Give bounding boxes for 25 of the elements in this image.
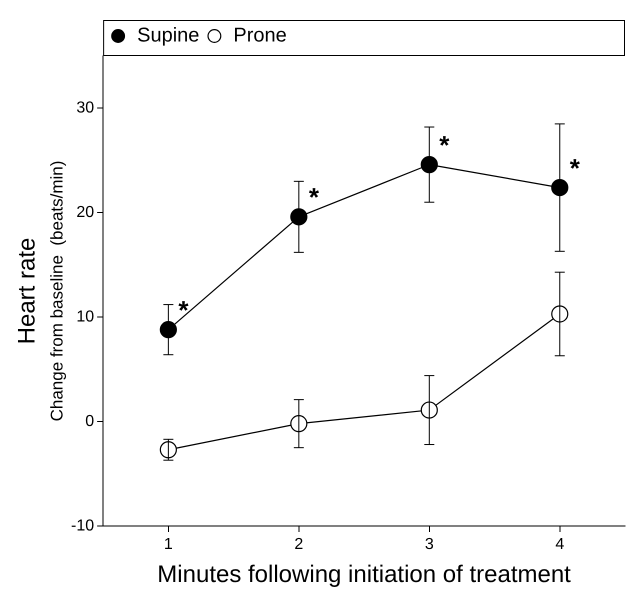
x-tick-label: 3 [424,536,434,554]
x-tick-label: 1 [164,536,173,554]
annotation: * [308,182,320,212]
x-tick-label: 2 [294,536,304,554]
x-tick-label: 4 [555,536,564,554]
point [551,179,568,196]
point [420,401,438,419]
y-tick-label: 20 [76,204,94,222]
x-axis-title: Minutes following initiation of treatment [157,561,572,588]
y-tick-label: 0 [85,412,94,430]
annotation: * [570,152,581,183]
point [551,305,568,323]
point [290,415,308,432]
annotation: * [178,294,190,325]
point [160,441,177,458]
y-axis-title: Heart rate Change from baseline (beats/min) [14,160,67,422]
point [290,208,308,226]
y-tick-label: 30 [76,100,94,117]
legend-label: Supine [137,24,200,47]
point [160,321,177,338]
annotation: * [439,130,450,160]
point [420,156,438,174]
legend-label: Prone [233,24,287,47]
y-tick-label: 10 [76,308,94,326]
y-tick-label: -10 [71,517,94,534]
